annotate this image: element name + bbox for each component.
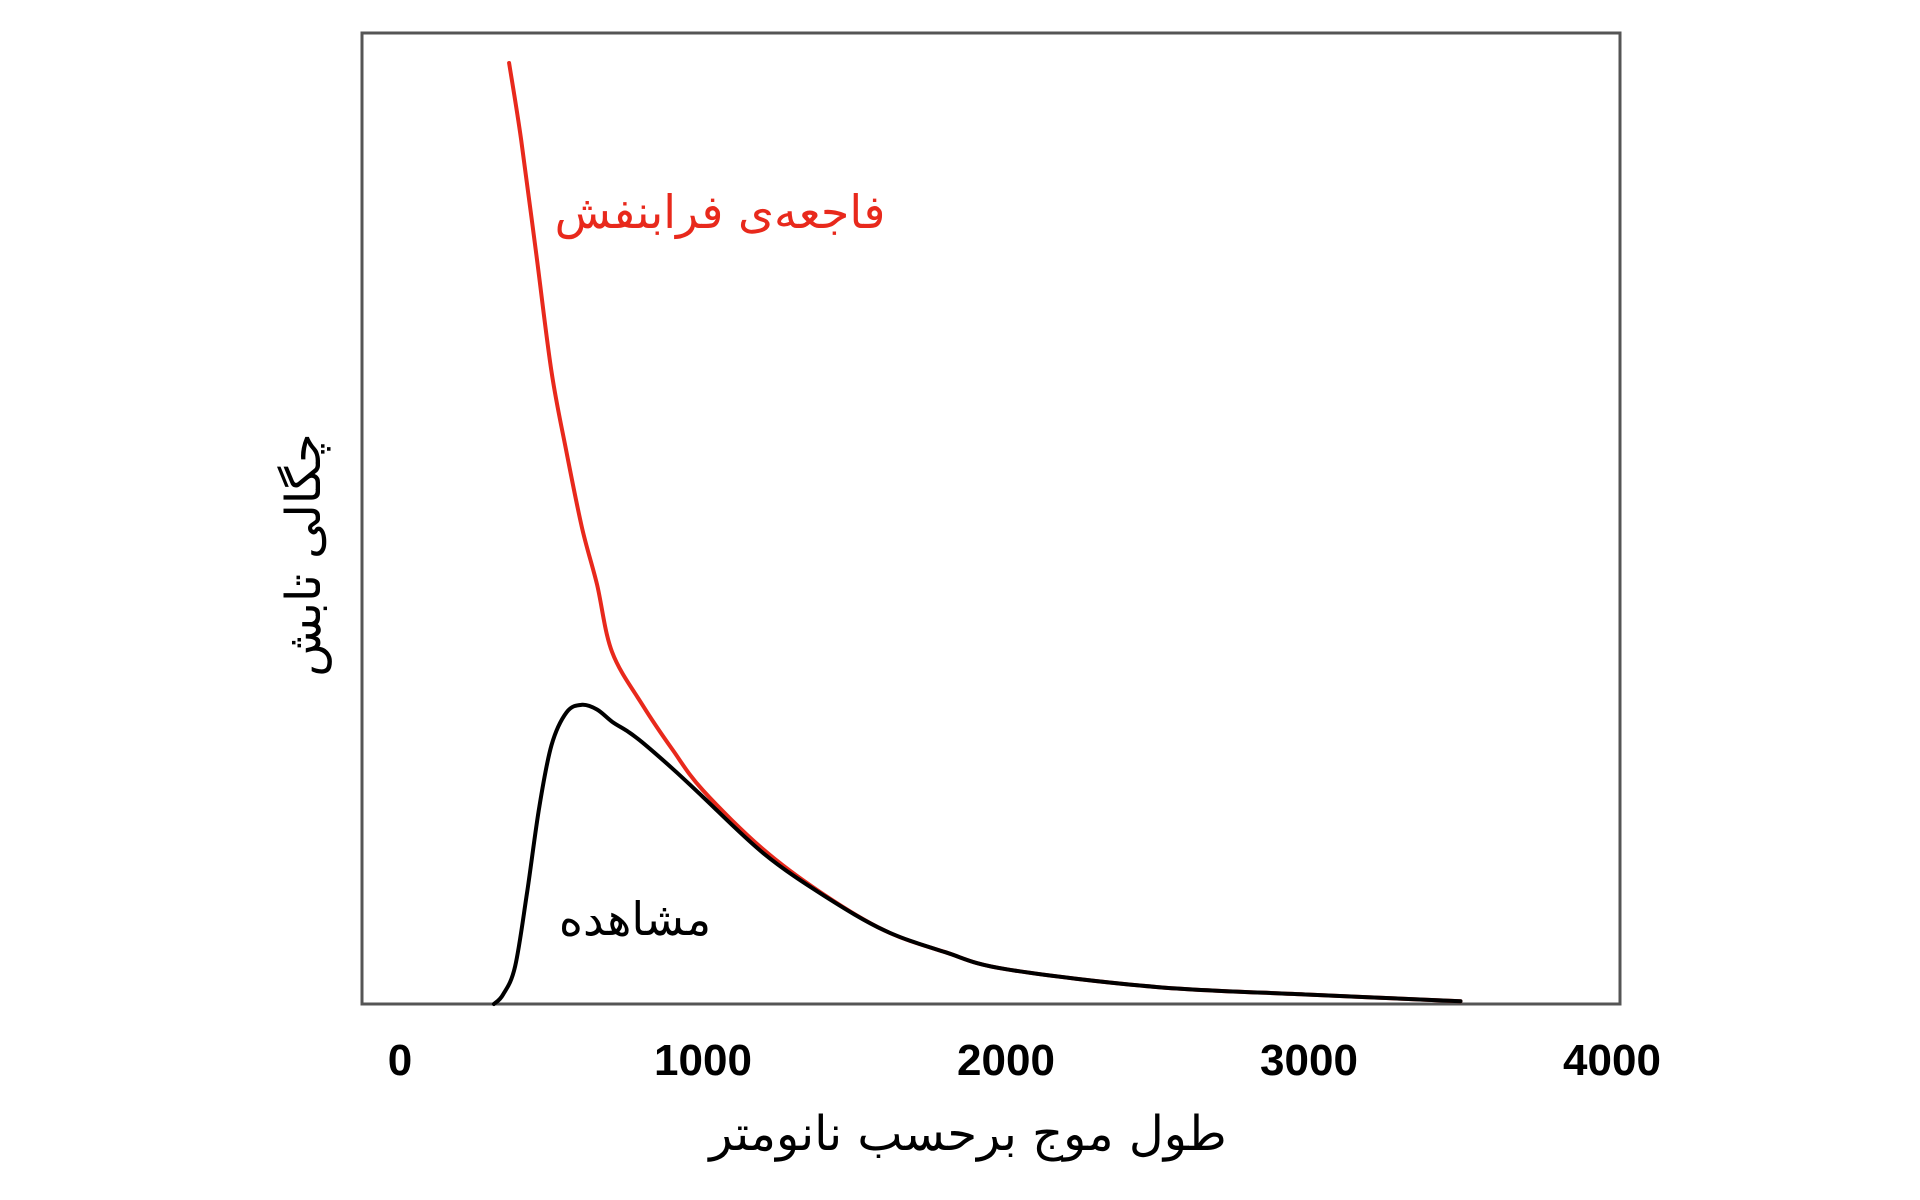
x-tick-label: 3000 [1260,1036,1358,1085]
y-axis-label: چگالی تابش [276,433,332,676]
series-layer [491,61,1463,1006]
x-tick-label: 1000 [654,1036,752,1085]
x-tick-label: 2000 [957,1036,1055,1085]
x-tick-label: 4000 [1563,1036,1661,1085]
x-tick-label: 0 [388,1036,412,1085]
series-label-observation: مشاهده [559,892,711,946]
plot-frame [360,31,1622,1006]
series-line-observation [491,702,1463,1006]
x-axis-label: طول موج برحسب نانومتر [707,1106,1226,1162]
x-tick-labels: 0 1000 2000 3000 4000 [388,1036,1661,1085]
series-label-ultraviolet-catastrophe: فاجعه‌ی فرابنفش [555,185,886,240]
